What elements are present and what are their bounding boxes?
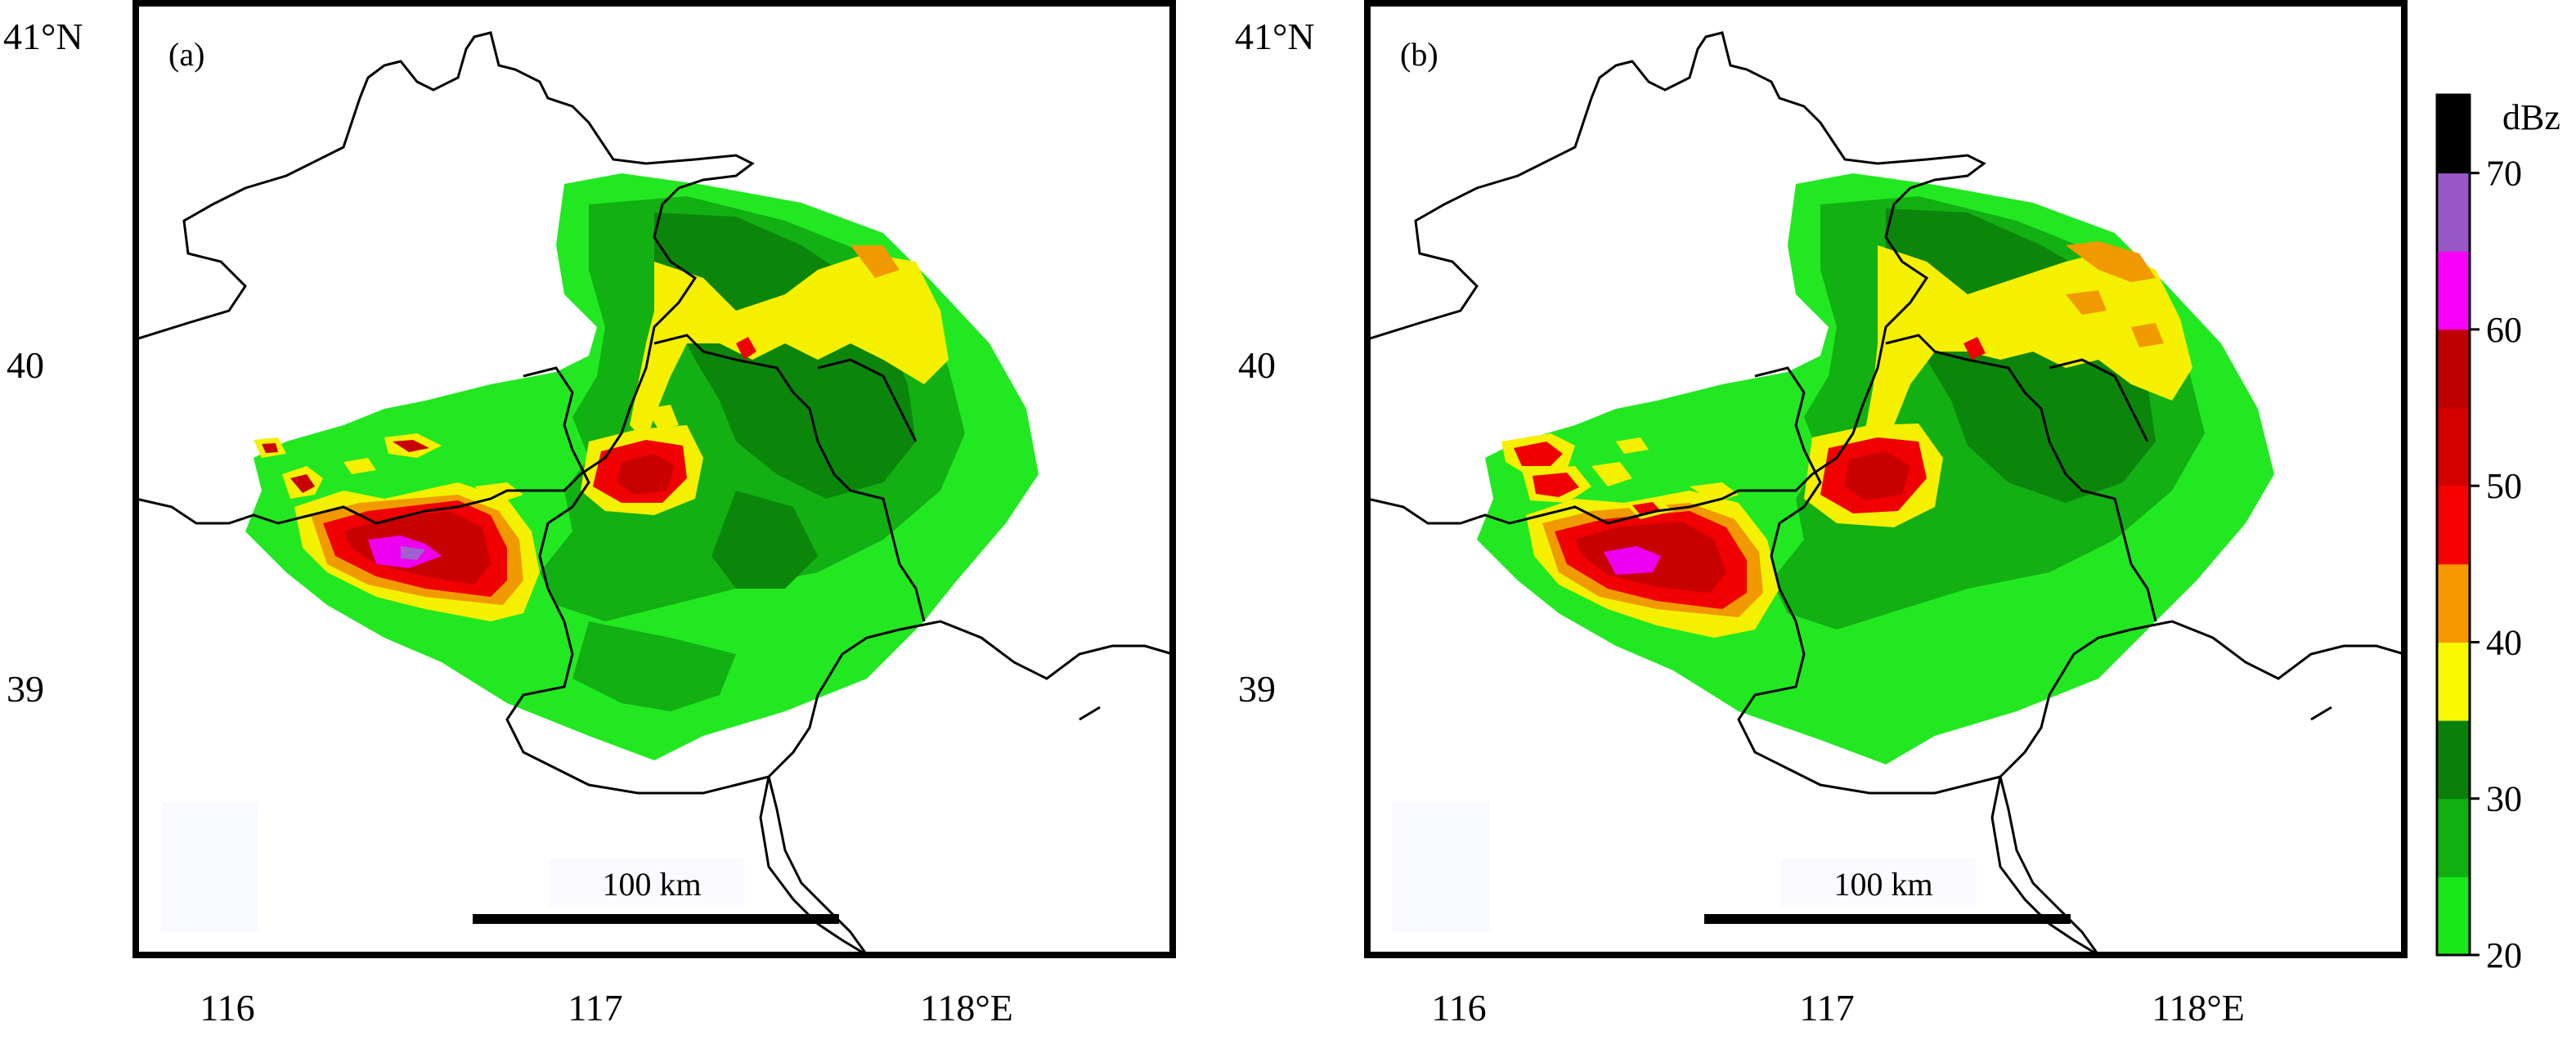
colorbar-swatch [2437, 95, 2470, 174]
lon-label-117-b: 117 [1799, 987, 1854, 1029]
colorbar-swatch [2437, 251, 2470, 330]
colorbar-frame [2435, 93, 2471, 957]
lat-label-40-b: 40 [1238, 344, 1276, 386]
colorbar-swatch [2437, 876, 2470, 956]
colorbar-swatch [2437, 720, 2470, 800]
lat-label-39-a: 39 [7, 668, 44, 710]
colorbar-tick-label: 50 [2486, 466, 2522, 506]
colorbar-tick-label: 30 [2486, 779, 2522, 819]
colorbar-tick-label: 60 [2486, 310, 2522, 350]
panel-b-map: 100 km (b) [1367, 31, 2404, 955]
radar-echo-b [1477, 173, 2274, 764]
colorbar-swatch [2437, 642, 2470, 721]
colorbar-swatch [2437, 407, 2470, 486]
panel-frame-a [132, 0, 1176, 958]
lon-label-116-a: 116 [200, 987, 254, 1029]
scale-bar-b: 100 km [1393, 801, 2071, 932]
boundaries-a [136, 31, 1173, 955]
lon-label-118-a: 118°E [920, 987, 1013, 1029]
colorbar-tick-label: 40 [2486, 622, 2522, 662]
colorbar-swatch [2437, 798, 2470, 877]
colorbar-ticks: 20 30 40 50 60 70 [2470, 154, 2522, 975]
scale-bar-a: 100 km [161, 801, 839, 932]
colorbar-tick-label: 20 [2486, 935, 2522, 975]
lat-label-41-b: 41°N [1235, 16, 1315, 57]
panel-b: 100 km (b) 41°N 40 39 116 117 118°E [1235, 0, 2408, 1029]
colorbar: dBz 20 30 40 50 60 70 [2435, 93, 2560, 975]
lat-label-40-a: 40 [7, 344, 44, 386]
lon-label-118-b: 118°E [2152, 987, 2245, 1029]
lon-label-117-a: 117 [568, 987, 622, 1029]
panel-a-map: 100 km (a) [136, 31, 1173, 955]
scale-bar-label-a: 100 km [602, 866, 701, 903]
scale-bar-label-b: 100 km [1833, 866, 1932, 903]
radar-echo-a [245, 173, 1039, 760]
colorbar-swatch [2437, 486, 2470, 565]
colorbar-swatch [2437, 173, 2470, 252]
panel-frame-b [1364, 0, 2408, 958]
lat-label-39-b: 39 [1238, 668, 1276, 710]
colorbar-tick-label: 70 [2486, 154, 2522, 194]
lat-label-41-a: 41°N [3, 16, 83, 57]
colorbar-swatch [2437, 563, 2470, 643]
boundaries-b [1367, 31, 2404, 955]
panel-a: 100 km (a) 41°N 40 39 116 117 118°E [3, 0, 1176, 1029]
panel-label-b: (b) [1400, 36, 1438, 73]
lon-label-116-b: 116 [1431, 987, 1486, 1029]
colorbar-unit: dBz [2502, 97, 2560, 137]
colorbar-swatches [2437, 95, 2470, 956]
colorbar-swatch [2437, 329, 2470, 409]
panel-label-a: (a) [168, 36, 204, 73]
